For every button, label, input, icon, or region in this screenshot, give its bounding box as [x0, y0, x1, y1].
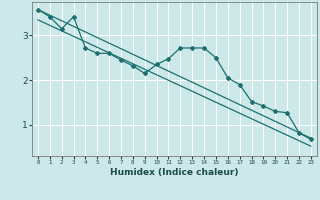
- X-axis label: Humidex (Indice chaleur): Humidex (Indice chaleur): [110, 168, 239, 177]
